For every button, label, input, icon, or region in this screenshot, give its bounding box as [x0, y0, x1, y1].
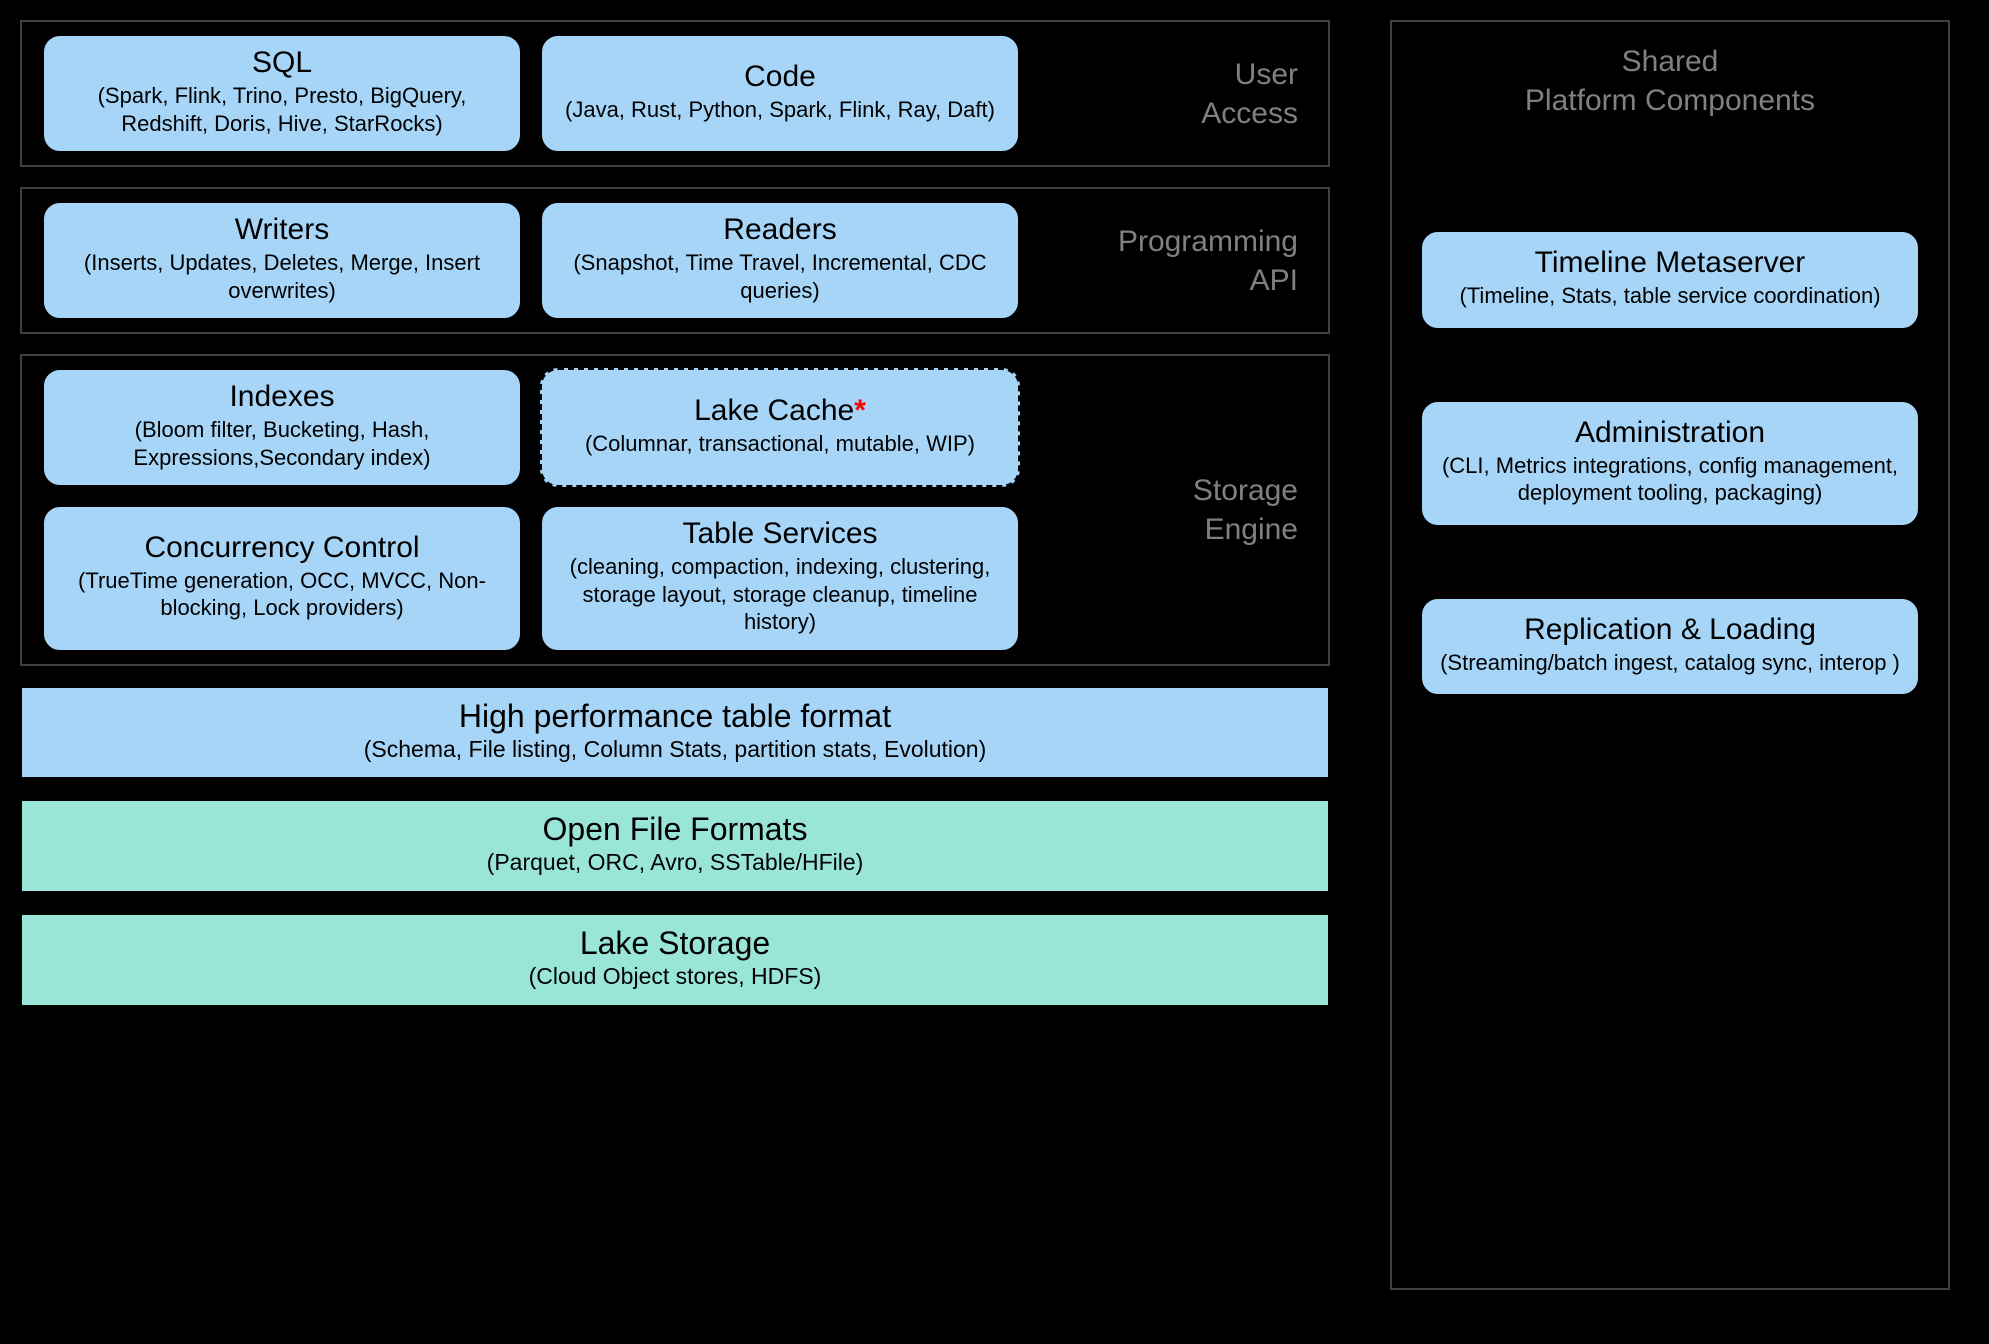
card-sql: SQL (Spark, Flink, Trino, Presto, BigQue…	[42, 34, 522, 153]
asterisk-icon: *	[854, 394, 866, 427]
card-sub: (Java, Rust, Python, Spark, Flink, Ray, …	[556, 96, 1004, 124]
card-title: Writers	[58, 213, 506, 247]
bar-title: Lake Storage	[38, 925, 1312, 962]
group-label: Shared Platform Components	[1420, 42, 1920, 120]
card-code: Code (Java, Rust, Python, Spark, Flink, …	[540, 34, 1020, 153]
card-replication-loading: Replication & Loading (Streaming/batch i…	[1420, 597, 1920, 697]
group-user-access: SQL (Spark, Flink, Trino, Presto, BigQue…	[20, 20, 1330, 167]
bar-title: Open File Formats	[38, 811, 1312, 848]
bar-open-file-formats: Open File Formats (Parquet, ORC, Avro, S…	[20, 799, 1330, 893]
group-cards: Indexes (Bloom filter, Bucketing, Hash, …	[42, 368, 1042, 652]
bar-title: High performance table format	[38, 698, 1312, 735]
bar-sub: (Parquet, ORC, Avro, SSTable/HFile)	[38, 848, 1312, 877]
card-title: Concurrency Control	[58, 531, 506, 565]
card-sub: (Streaming/batch ingest, catalog sync, i…	[1440, 649, 1900, 677]
card-sub: (Snapshot, Time Travel, Incremental, CDC…	[556, 249, 1004, 304]
card-title: Replication & Loading	[1440, 613, 1900, 647]
group-shared-platform: Shared Platform Components Timeline Meta…	[1390, 20, 1950, 1290]
card-concurrency-control: Concurrency Control (TrueTime generation…	[42, 505, 522, 652]
group-cards: Writers (Inserts, Updates, Deletes, Merg…	[42, 201, 1020, 320]
card-indexes: Indexes (Bloom filter, Bucketing, Hash, …	[42, 368, 522, 487]
card-sub: (Columnar, transactional, mutable, WIP)	[556, 430, 1004, 458]
card-title: Table Services	[556, 517, 1004, 551]
card-sub: (Spark, Flink, Trino, Presto, BigQuery, …	[58, 82, 506, 137]
card-table-services: Table Services (cleaning, compaction, in…	[540, 505, 1020, 652]
card-lake-cache: Lake Cache* (Columnar, transactional, mu…	[540, 368, 1020, 487]
left-column: SQL (Spark, Flink, Trino, Presto, BigQue…	[20, 20, 1330, 1290]
group-programming-api: Writers (Inserts, Updates, Deletes, Merg…	[20, 187, 1330, 334]
card-title: Indexes	[58, 380, 506, 414]
card-title: Timeline Metaserver	[1440, 246, 1900, 280]
card-sub: (cleaning, compaction, indexing, cluster…	[556, 553, 1004, 636]
card-sub: (Inserts, Updates, Deletes, Merge, Inser…	[58, 249, 506, 304]
card-sub: (Bloom filter, Bucketing, Hash, Expressi…	[58, 416, 506, 471]
bar-sub: (Cloud Object stores, HDFS)	[38, 962, 1312, 991]
bar-table-format: High performance table format (Schema, F…	[20, 686, 1330, 780]
diagram-root: SQL (Spark, Flink, Trino, Presto, BigQue…	[20, 20, 1969, 1290]
card-title: Readers	[556, 213, 1004, 247]
card-title: Administration	[1440, 416, 1900, 450]
card-timeline-metaserver: Timeline Metaserver (Timeline, Stats, ta…	[1420, 230, 1920, 330]
bar-sub: (Schema, File listing, Column Stats, par…	[38, 735, 1312, 764]
card-title: Lake Cache*	[556, 394, 1004, 428]
card-sub: (TrueTime generation, OCC, MVCC, Non-blo…	[58, 567, 506, 622]
card-readers: Readers (Snapshot, Time Travel, Incremen…	[540, 201, 1020, 320]
card-sub: (Timeline, Stats, table service coordina…	[1440, 282, 1900, 310]
group-label: Programming API	[1038, 222, 1308, 300]
card-writers: Writers (Inserts, Updates, Deletes, Merg…	[42, 201, 522, 320]
card-administration: Administration (CLI, Metrics integration…	[1420, 400, 1920, 527]
title-text: Lake Cache	[694, 394, 854, 427]
card-sub: (CLI, Metrics integrations, config manag…	[1440, 452, 1900, 507]
right-column: Shared Platform Components Timeline Meta…	[1390, 20, 1950, 1290]
group-label: Storage Engine	[1060, 471, 1308, 549]
group-storage-engine: Indexes (Bloom filter, Bucketing, Hash, …	[20, 354, 1330, 666]
group-label: User Access	[1038, 55, 1308, 133]
bar-lake-storage: Lake Storage (Cloud Object stores, HDFS)	[20, 913, 1330, 1007]
group-cards: SQL (Spark, Flink, Trino, Presto, BigQue…	[42, 34, 1020, 153]
card-title: SQL	[58, 46, 506, 80]
right-cards-wrap: Timeline Metaserver (Timeline, Stats, ta…	[1420, 230, 1920, 696]
card-title: Code	[556, 60, 1004, 94]
